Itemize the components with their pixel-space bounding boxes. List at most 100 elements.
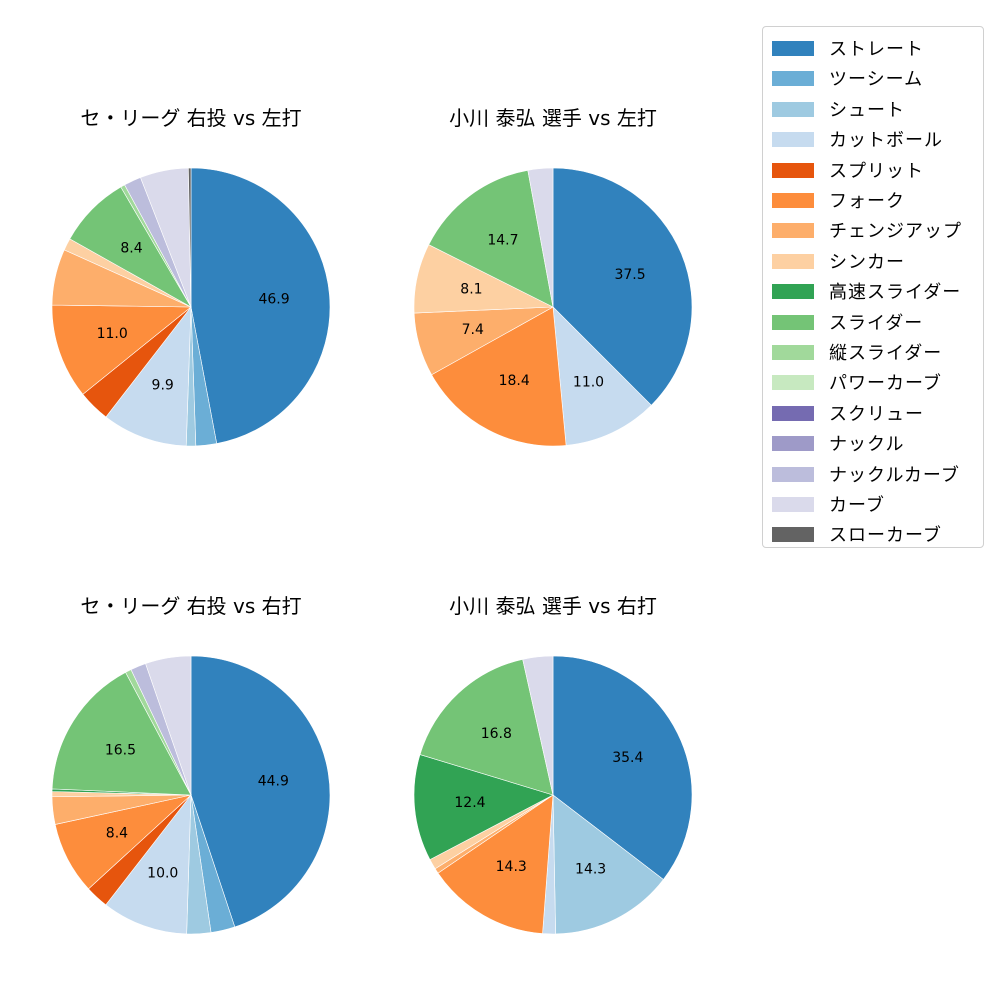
pie-slice [413, 754, 554, 861]
legend-label: チェンジアップ [829, 221, 962, 243]
legend-item: スクリュー [763, 398, 983, 426]
pie-slice [552, 655, 693, 880]
slice-value-label: 35.4 [612, 750, 643, 766]
pie-chart-ogawa-vs-rhb: 小川 泰弘 選手 vs 右打 [0, 0, 657, 618]
legend-item: カットボール [763, 124, 983, 152]
legend-label: スローカーブ [829, 525, 942, 547]
legend-item: スライダー [763, 307, 983, 335]
pie-slice [188, 167, 192, 308]
slice-value-label: 8.4 [106, 825, 128, 841]
pie-chart-league-rhp-vs-lhb: セ・リーグ 右投 vs 左打 [0, 0, 340, 400]
legend-item: カーブ [763, 489, 983, 517]
pie-slice [145, 655, 192, 796]
legend-label: 高速スライダー [829, 282, 962, 304]
slice-value-label: 44.9 [258, 774, 289, 790]
slice-value-label: 37.5 [614, 267, 645, 283]
pie-2: 44.9 10.0 8.4 16.5 [51, 655, 331, 935]
slice-value-label: 8.4 [120, 241, 142, 257]
legend-swatch [772, 284, 814, 300]
legend-label: フォーク [829, 191, 905, 212]
legend-label: ナックル [829, 434, 905, 456]
legend-item: ツーシーム [763, 63, 983, 91]
legend-label: スクリュー [829, 403, 924, 425]
slice-value-label: 12.4 [454, 795, 485, 811]
slice-value-label: 7.4 [462, 322, 484, 338]
legend-label: ツーシーム [829, 69, 924, 91]
legend-label: シュート [829, 99, 905, 121]
legend-item: ナックルカーブ [763, 459, 983, 487]
legend-swatch [772, 162, 814, 178]
legend-swatch [772, 375, 814, 391]
legend-item: ナックル [763, 428, 983, 456]
chart-title: 小川 泰弘 選手 vs 左打 [449, 106, 657, 130]
legend-label: シンカー [829, 251, 905, 273]
pie-0: 46.9 9.9 11.0 8.4 [51, 167, 331, 447]
pie-3: 35.4 14.3 14.3 12.4 16.8 [413, 655, 693, 935]
legend-item: 高速スライダー [763, 276, 983, 304]
pie-slice [431, 306, 567, 447]
legend-label: カーブ [829, 495, 885, 516]
legend-item: シンカー [763, 246, 983, 274]
legend-swatch [772, 314, 814, 330]
slice-value-label: 14.3 [496, 859, 527, 875]
slice-value-label: 9.9 [152, 377, 174, 393]
slice-value-label: 8.1 [460, 282, 482, 298]
legend-swatch [772, 132, 814, 148]
pie-slice [527, 167, 554, 308]
legend-item: スローカーブ [763, 519, 983, 547]
slice-value-label: 11.0 [97, 326, 128, 342]
legend-item: スプリット [763, 155, 983, 183]
legend-label: スプリット [829, 160, 924, 182]
slice-value-label: 14.7 [487, 232, 518, 248]
pie-slice [552, 306, 652, 446]
legend-swatch [772, 405, 814, 421]
slice-value-label: 11.0 [573, 374, 604, 390]
legend-label: ナックルカーブ [829, 464, 960, 486]
legend-swatch [772, 101, 814, 117]
slice-value-label: 10.0 [147, 865, 178, 881]
chart-title: 小川 泰弘 選手 vs 右打 [449, 594, 657, 618]
chart-title: セ・リーグ 右投 vs 右打 [80, 594, 302, 618]
slice-value-label: 16.8 [481, 726, 512, 742]
legend-swatch [772, 497, 814, 512]
pie-chart-league-rhp-vs-rhb: セ・リーグ 右投 vs 右打 [0, 0, 340, 618]
legend-swatch [772, 41, 814, 56]
slice-value-label: 14.3 [575, 861, 606, 877]
pie-slice [552, 794, 664, 935]
legend-label: カットボール [829, 130, 943, 152]
pie-1: 37.5 11.0 18.4 7.4 8.1 14.7 [413, 167, 693, 447]
pitch-type-legend: ストレートツーシームシュートカットボール スプリットフォークチェンジアップ シンカー… [762, 26, 984, 548]
pie-slice [419, 658, 554, 796]
legend-swatch [772, 466, 814, 482]
legend-item: チェンジアップ [763, 215, 983, 243]
legend-label: 縦スライダー [829, 343, 943, 364]
pie-slice [552, 167, 693, 406]
slice-value-label: 16.5 [105, 743, 136, 759]
legend-swatch [772, 527, 814, 543]
pie-slice [51, 304, 192, 395]
legend-item: 縦スライダー [763, 337, 983, 365]
legend-item: ストレート [763, 33, 983, 61]
slice-value-label: 18.4 [499, 373, 530, 389]
legend-swatch [772, 223, 814, 239]
legend-swatch [772, 253, 814, 269]
chart-title: セ・リーグ 右投 vs 左打 [80, 106, 302, 130]
legend-label: ストレート [829, 39, 924, 60]
pie-chart-ogawa-vs-lhb: 小川 泰弘 選手 vs 左打 [0, 0, 657, 400]
slice-value-label: 46.9 [258, 291, 289, 307]
legend-item: シュート [763, 94, 983, 122]
pie-slice [105, 306, 192, 447]
pie-slice [190, 655, 331, 928]
legend-label: パワーカーブ [829, 373, 942, 395]
legend-item: パワーカーブ [763, 367, 983, 395]
pie-slice [190, 167, 331, 444]
legend-swatch [772, 345, 814, 360]
legend-swatch [772, 436, 814, 452]
legend-item: フォーク [763, 185, 983, 213]
legend-label: スライダー [829, 312, 924, 334]
pie-slice [428, 169, 554, 308]
legend-swatch [772, 193, 814, 208]
pie-slice [51, 671, 192, 796]
legend-swatch [772, 71, 814, 87]
